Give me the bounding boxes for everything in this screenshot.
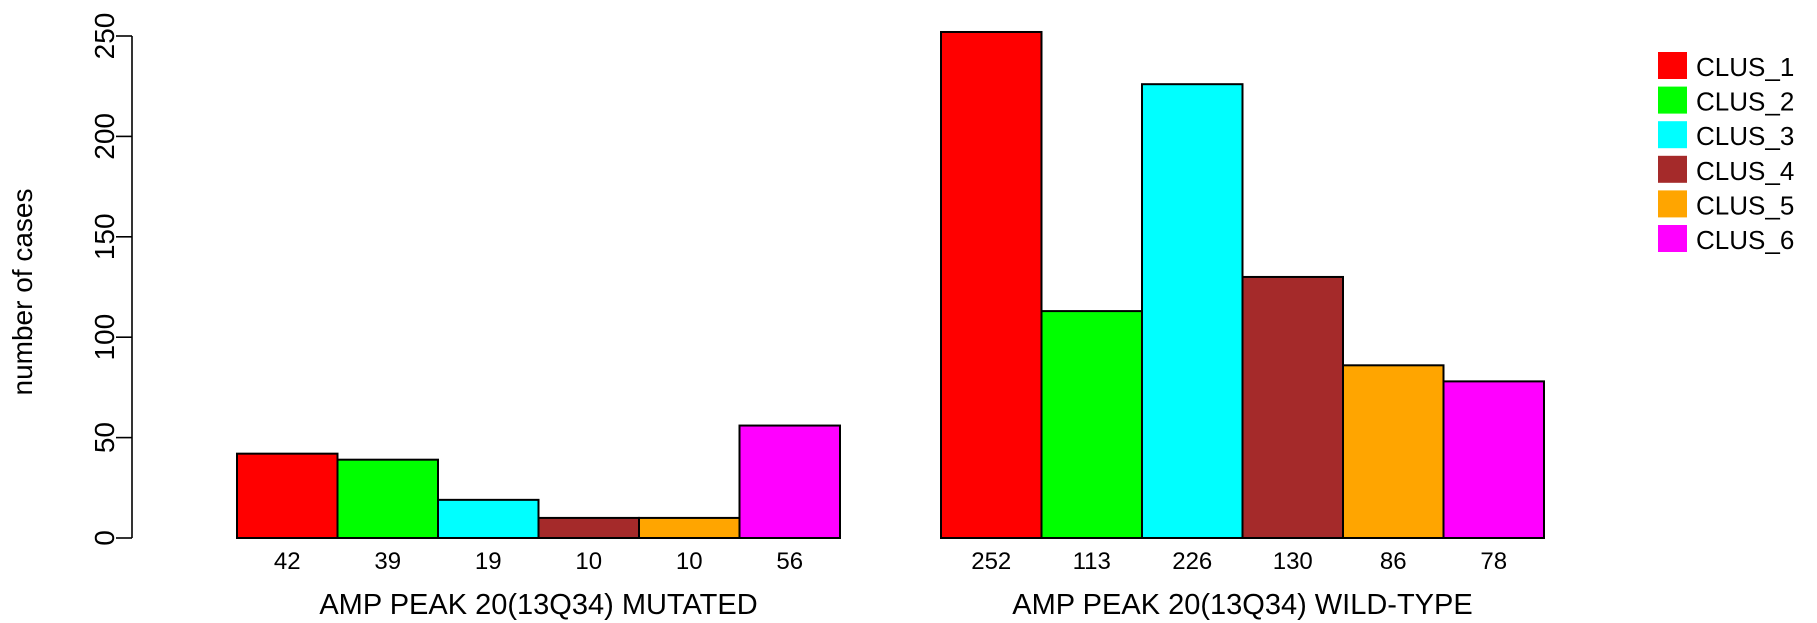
bar-value-label: 19	[475, 548, 502, 575]
legend-label: CLUS_1	[1696, 52, 1794, 82]
bar	[1442, 380, 1545, 539]
bar-group: 42 39 19 10 10 56 AMP PEAK 20(13Q34) MUTATED	[236, 424, 841, 621]
legend-label: CLUS_4	[1696, 156, 1794, 186]
bar	[1241, 275, 1344, 539]
bar	[1040, 310, 1143, 540]
bar	[236, 452, 339, 539]
legend-swatch	[1658, 52, 1687, 79]
bar-value-label: 78	[1480, 548, 1507, 575]
y-tick-label: 50	[89, 422, 120, 453]
legend-item: CLUS_5	[1658, 190, 1794, 220]
group-label: AMP PEAK 20(13Q34) MUTATED	[319, 589, 757, 621]
bar-value-label: 252	[971, 548, 1011, 575]
bar-value-label: 10	[575, 548, 602, 575]
legend-swatch	[1658, 225, 1687, 252]
legend-item: CLUS_3	[1658, 121, 1794, 151]
y-tick-label: 250	[89, 13, 120, 60]
bar	[638, 516, 741, 539]
bar	[738, 424, 841, 539]
y-tick-label: 200	[89, 113, 120, 160]
bar-value-label: 39	[374, 548, 401, 575]
y-tick-label: 100	[89, 314, 120, 361]
legend-label: CLUS_5	[1696, 190, 1794, 220]
legend-swatch	[1658, 155, 1687, 183]
bar-value-label: 86	[1380, 548, 1407, 575]
bar-value-label: 130	[1273, 548, 1313, 575]
legend-swatch	[1658, 121, 1687, 149]
y-tick-label: 150	[89, 213, 120, 260]
bar-value-label: 42	[274, 548, 301, 575]
bar-value-label: 10	[676, 548, 703, 575]
legend: CLUS_1 CLUS_2 CLUS_3 CLUS_4 CLUS_5 CLUS_6	[1658, 52, 1794, 255]
legend-item: CLUS_6	[1658, 225, 1794, 255]
y-axis-label: number of cases	[7, 189, 38, 396]
bar	[437, 498, 540, 539]
legend-label: CLUS_2	[1696, 87, 1794, 117]
bar-value-label: 56	[776, 548, 803, 575]
legend-label: CLUS_3	[1696, 121, 1794, 151]
bar	[537, 516, 640, 539]
bar	[940, 30, 1043, 539]
y-axis: 0 50 100 150 200 250	[89, 13, 133, 546]
legend-item: CLUS_1	[1658, 52, 1794, 82]
legend-item: CLUS_2	[1658, 86, 1794, 117]
bar	[1342, 364, 1445, 540]
bar-group: 252 113 226 130 86 78 AMP PEAK 20(13Q34) WILD-…	[940, 30, 1545, 621]
legend-label: CLUS_6	[1696, 225, 1794, 255]
bar-groups: 42 39 19 10 10 56 AMP PEAK 20(13Q34) MUTATED 25…	[236, 30, 1545, 621]
group-label: AMP PEAK 20(13Q34) WILD-TYPE	[1012, 589, 1472, 621]
legend-swatch	[1658, 190, 1687, 218]
legend-swatch	[1658, 86, 1687, 114]
legend-item: CLUS_4	[1658, 155, 1794, 186]
bar	[336, 458, 439, 539]
bar-value-label: 226	[1172, 548, 1212, 575]
bar	[1141, 83, 1244, 540]
bar-value-label: 113	[1073, 548, 1111, 575]
y-tick-label: 0	[89, 530, 120, 546]
